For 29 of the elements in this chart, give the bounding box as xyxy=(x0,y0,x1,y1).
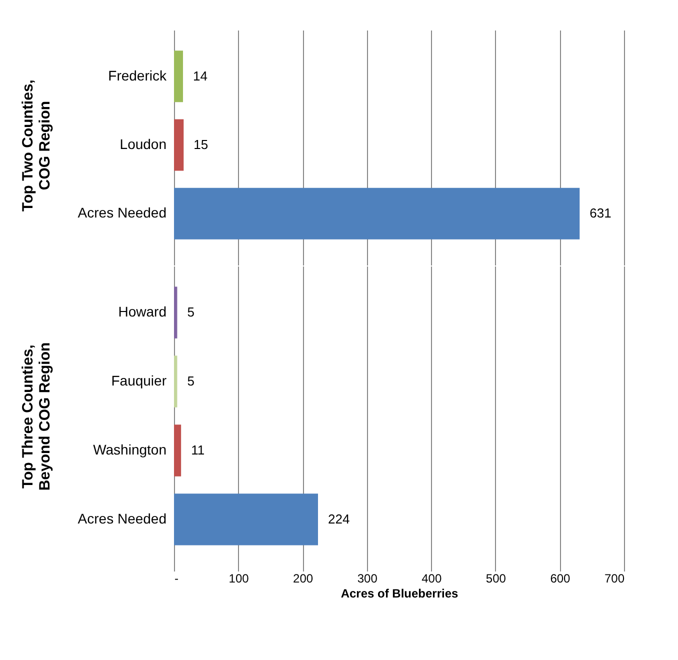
x-tick-label: 200 xyxy=(293,572,314,586)
data-label: 14 xyxy=(193,68,208,84)
bar xyxy=(174,494,318,546)
y-tick-label: Washington xyxy=(93,441,166,458)
y-tick-label: Acres Needed xyxy=(78,204,166,221)
x-tick-label: 100 xyxy=(228,572,250,586)
bar xyxy=(174,286,178,338)
y-tick-label: Fauquier xyxy=(111,372,167,389)
x-tick-label: - xyxy=(174,572,178,586)
y-tick-label: Loudon xyxy=(120,136,166,152)
bar xyxy=(174,424,182,476)
y-tick-label: Howard xyxy=(118,304,166,320)
data-label: 11 xyxy=(191,442,205,458)
x-tick-label: 500 xyxy=(486,572,506,586)
x-tick-label: 700 xyxy=(604,572,625,586)
y-axis-title: Top Two Counties, COG Region xyxy=(20,80,54,212)
y-axis-title: Top Three Counties, Beyond COG Region xyxy=(20,342,54,491)
data-label: 5 xyxy=(187,374,194,389)
data-label: 5 xyxy=(187,304,194,320)
bar xyxy=(174,356,178,408)
x-tick-label: 300 xyxy=(357,572,378,586)
x-axis-title: Acres of Blueberries xyxy=(340,586,459,600)
data-label: 15 xyxy=(194,137,208,152)
x-tick-label: 400 xyxy=(422,572,442,586)
data-label: 224 xyxy=(328,511,350,526)
x-tick-label: 600 xyxy=(550,572,571,586)
data-label: 631 xyxy=(590,206,612,221)
y-tick-label: Acres Needed xyxy=(78,510,166,526)
y-tick-label: Frederick xyxy=(108,67,168,84)
